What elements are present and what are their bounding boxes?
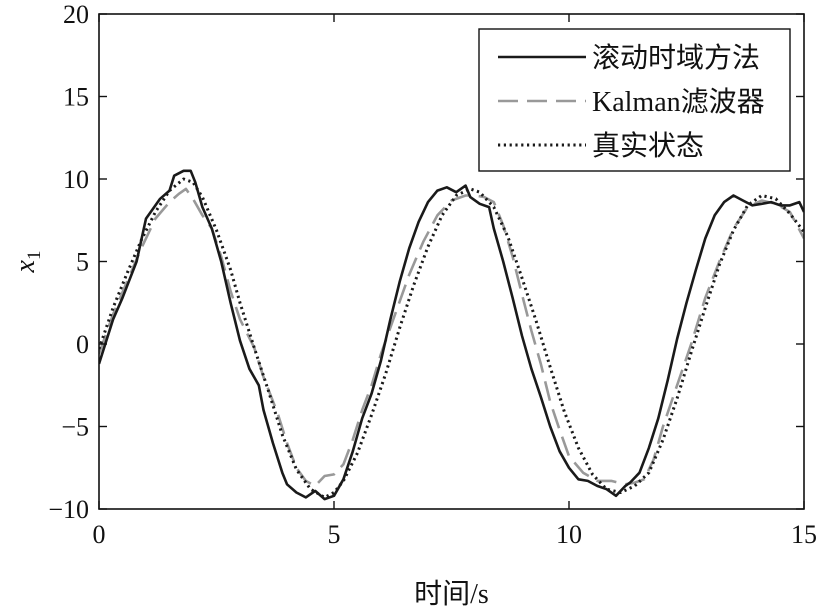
series-lines xyxy=(99,169,804,501)
y-axis-label-subscript: 1 xyxy=(24,251,45,261)
y-tick-label: −10 xyxy=(48,495,89,524)
x-tick-label: 5 xyxy=(328,520,341,549)
y-tick-label: 0 xyxy=(76,330,89,359)
y-axis-label: x1 xyxy=(10,251,45,274)
y-axis-label-main: x xyxy=(10,259,41,273)
y-tick-label: 15 xyxy=(63,83,89,112)
y-tick-label: 20 xyxy=(63,0,89,29)
legend-label-1: Kalman滤波器 xyxy=(592,86,765,118)
axis-ticks: 0 5 10 15 −10 −5 0 5 10 15 20 xyxy=(48,0,817,549)
legend-label-0: 滚动时域方法 xyxy=(592,42,760,74)
series-line-1 xyxy=(99,187,804,488)
y-tick-label: 5 xyxy=(76,248,89,277)
legend-label-2: 真实状态 xyxy=(592,130,704,162)
x-tick-label: 10 xyxy=(556,520,582,549)
x-tick-label: 0 xyxy=(93,520,106,549)
series-line-0 xyxy=(99,169,804,501)
x-axis-label: 时间/s xyxy=(414,578,489,610)
y-tick-label: 10 xyxy=(63,165,89,194)
x-tick-label: 15 xyxy=(791,520,817,549)
y-tick-label: −5 xyxy=(61,413,89,442)
series-line-2 xyxy=(99,177,804,499)
